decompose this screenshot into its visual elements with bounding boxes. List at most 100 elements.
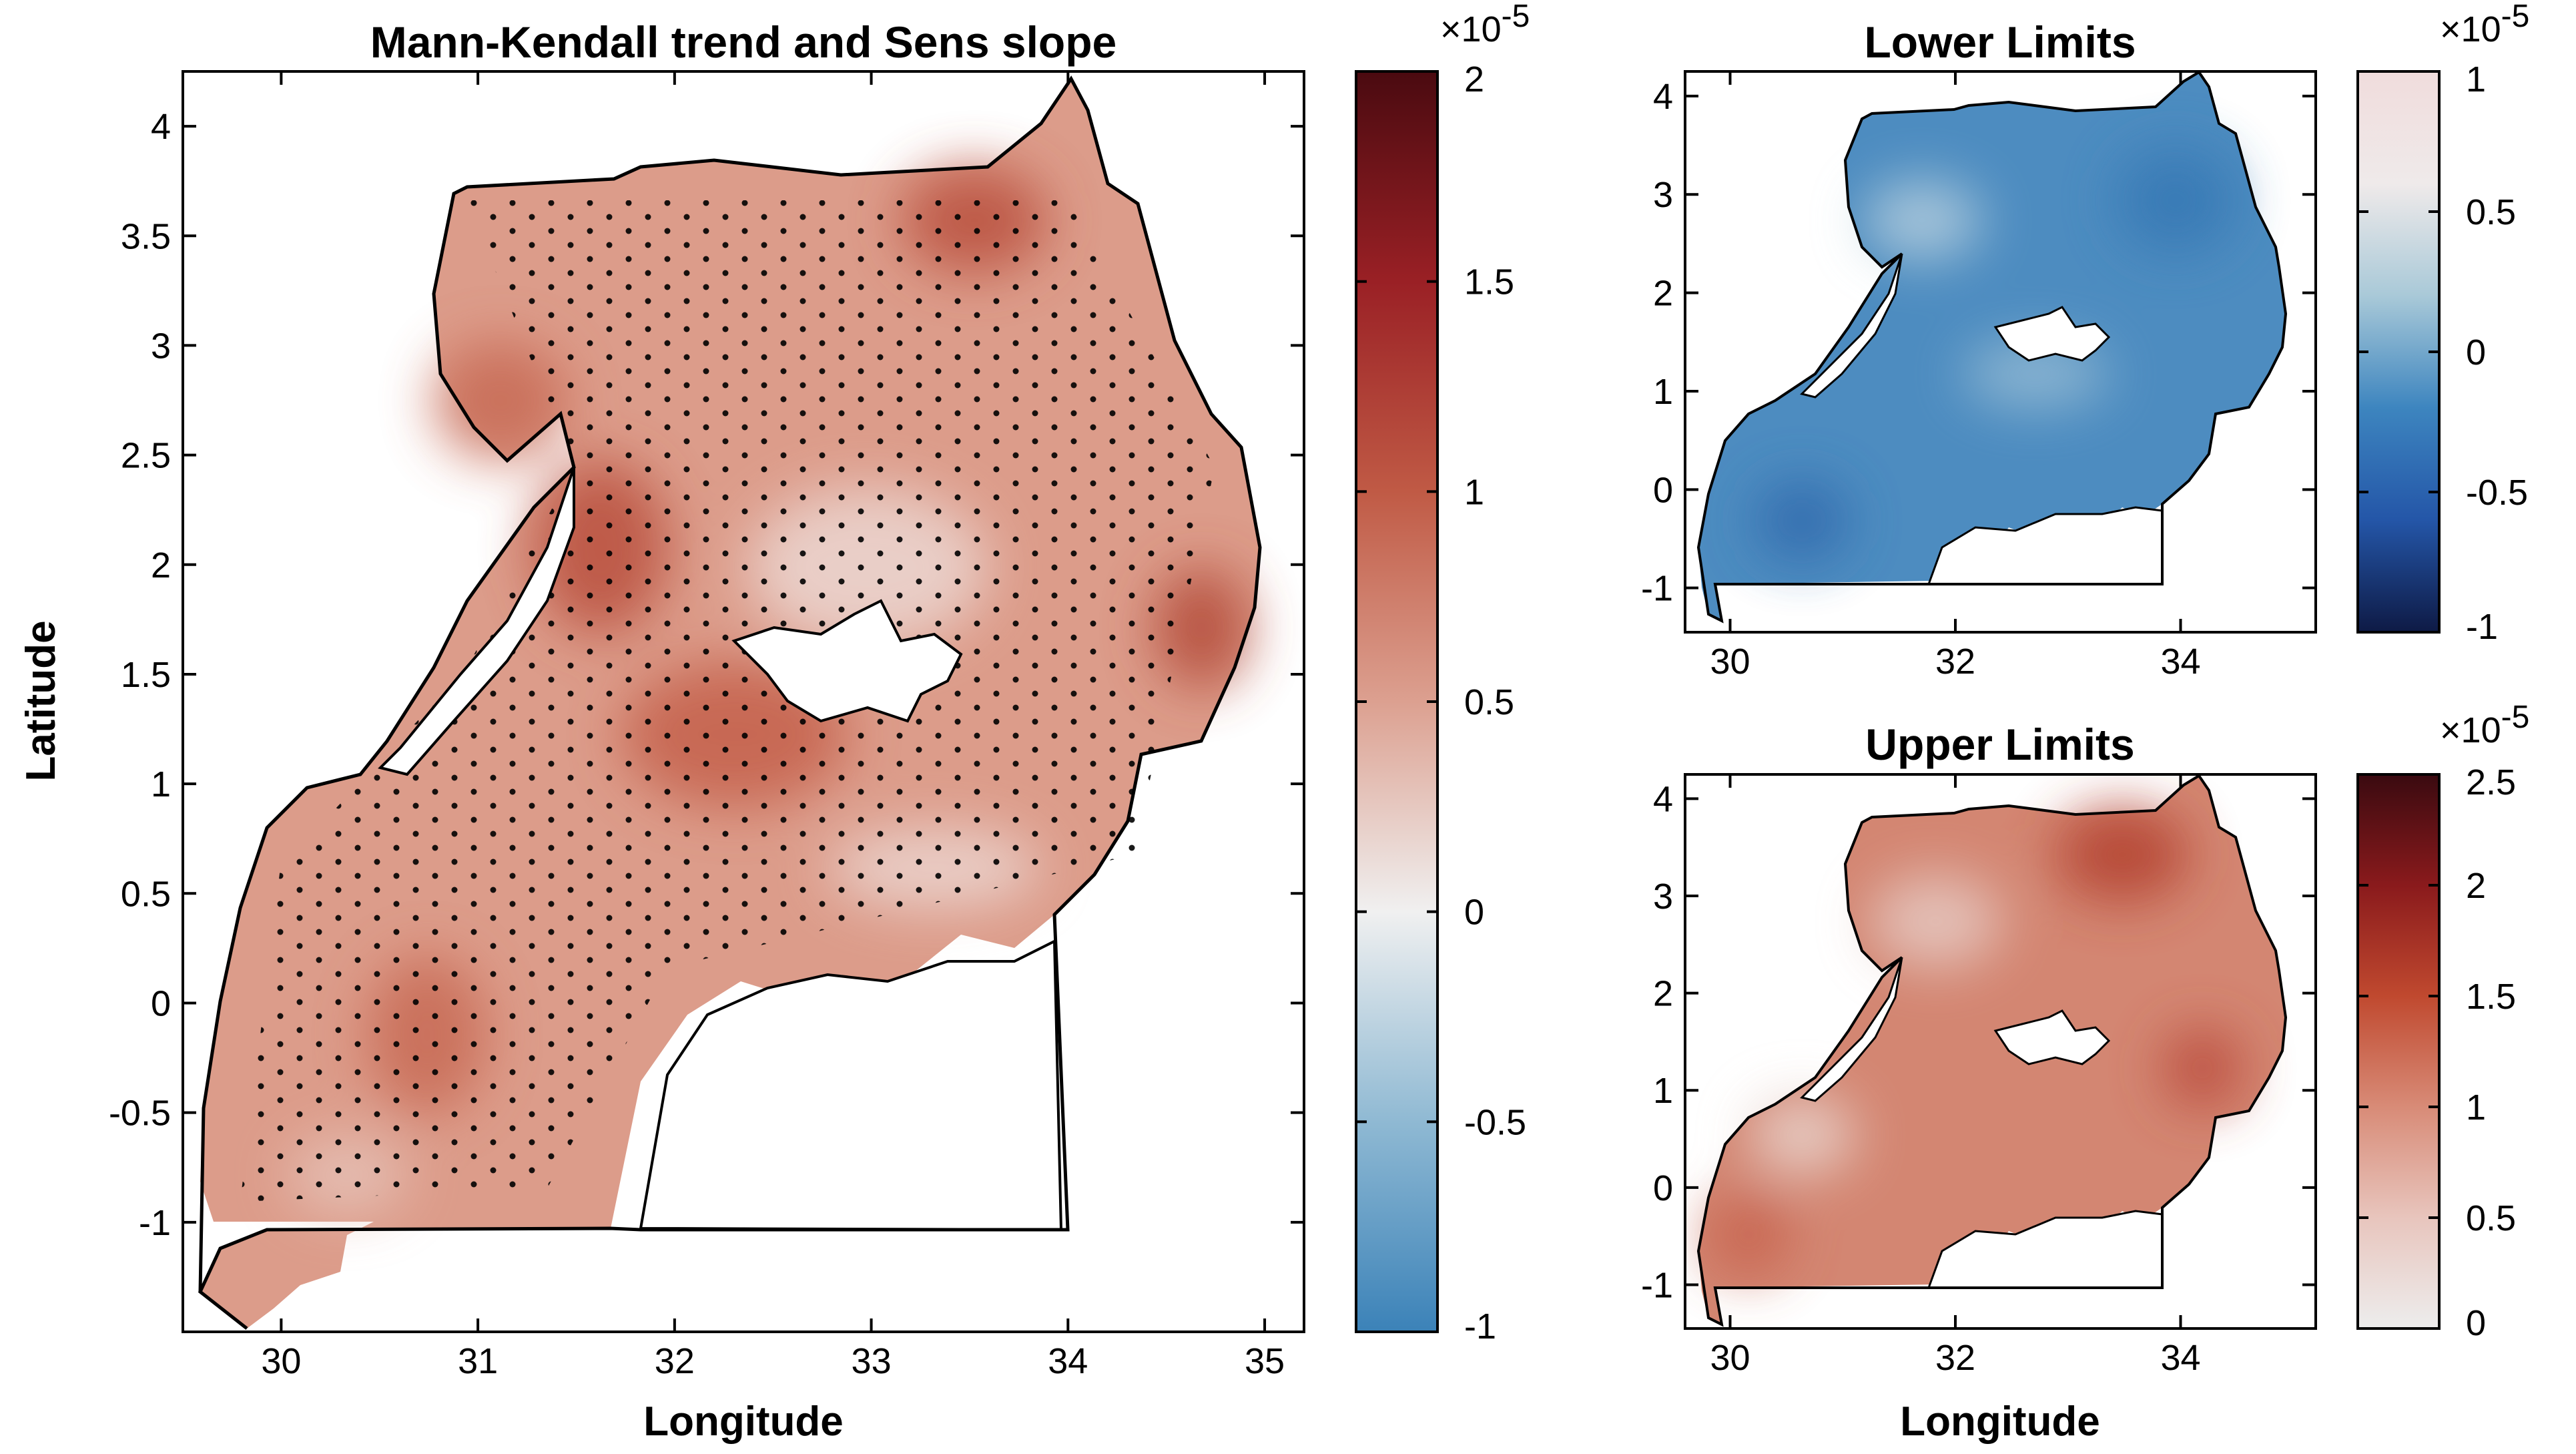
lower-cb-tick-label: 0 xyxy=(2466,332,2486,373)
upper-country-outline xyxy=(1696,774,2288,1327)
main-y-label: Latitude xyxy=(18,620,64,781)
main-cb-tick-label: 0.5 xyxy=(1464,682,1514,722)
main-ytick-label: 2 xyxy=(151,545,171,585)
lower-xtick-label: 34 xyxy=(2160,642,2200,682)
upper-cb-tick-label: 2.5 xyxy=(2466,762,2516,802)
lower-ytick-label: 1 xyxy=(1653,372,1673,412)
main-axes-box xyxy=(182,70,1305,1333)
upper-cb-tick-label: 1.5 xyxy=(2466,977,2516,1017)
main-xtick-label: 30 xyxy=(261,1341,301,1381)
upper-cb-tick-label: 2 xyxy=(2466,866,2486,906)
main-cb-tick-label: 2 xyxy=(1464,59,1484,99)
upper-y-ticks: -1 0 1 2 3 4 xyxy=(1641,779,2316,1305)
upper-colorbar-scale: ×10-5 xyxy=(2440,700,2529,750)
upper-ytick-label: 0 xyxy=(1653,1168,1673,1208)
upper-xtick-label: 32 xyxy=(1935,1338,1975,1378)
lower-colorbar-scale: ×10-5 xyxy=(2440,0,2529,49)
main-ytick-label: 4 xyxy=(151,107,171,147)
lower-country-outline xyxy=(1696,71,2288,624)
lower-title: Lower Limits xyxy=(1864,17,2136,67)
main-title: Mann-Kendall trend and Sens slope xyxy=(370,17,1117,67)
main-cb-tick-label: 1.5 xyxy=(1464,262,1514,302)
upper-cb-tick-label: 1 xyxy=(2466,1087,2486,1128)
lower-cb-tick-label: 1 xyxy=(2466,59,2486,99)
upper-title: Upper Limits xyxy=(1865,720,2134,769)
main-colorbar: -1 -0.5 0 0.5 1 1.5 2 ×10-5 xyxy=(1355,0,1530,1347)
upper-ytick-label: 1 xyxy=(1653,1071,1673,1111)
main-y-ticks: -1 -0.5 0 0.5 1 1.5 2 2.5 3 3.5 4 xyxy=(109,107,1304,1243)
upper-xtick-label: 30 xyxy=(1710,1338,1750,1378)
upper-country-fill xyxy=(1698,776,2286,1324)
main-ytick-label: 1 xyxy=(151,764,171,804)
lower-colorbar-ticks: -1 -0.5 0 0.5 1 xyxy=(2358,59,2528,647)
main-lake-victoria xyxy=(639,939,1063,1232)
main-xtick-label: 32 xyxy=(655,1341,695,1381)
main-x-ticks: 30 31 32 33 34 35 xyxy=(261,71,1285,1381)
main-xtick-label: 31 xyxy=(458,1341,498,1381)
upper-ytick-label: 4 xyxy=(1653,779,1673,819)
lower-ytick-label: 0 xyxy=(1653,470,1673,510)
lower-xtick-label: 32 xyxy=(1935,642,1975,682)
upper-colorbar: 0 0.5 1 1.5 2 2.5 ×10-5 xyxy=(2356,700,2529,1343)
main-xtick-label: 34 xyxy=(1048,1341,1088,1381)
upper-ytick-label: 3 xyxy=(1653,877,1673,917)
main-lake-kyoga xyxy=(731,599,963,723)
lower-cb-tick-label: -1 xyxy=(2466,607,2498,647)
lower-ytick-label: 4 xyxy=(1653,77,1673,117)
main-cb-tick-label: -0.5 xyxy=(1464,1102,1526,1142)
lower-cb-tick-label: 0.5 xyxy=(2466,192,2516,232)
main-ytick-label: -1 xyxy=(139,1203,171,1243)
main-cb-tick-label: 0 xyxy=(1464,893,1484,933)
main-ytick-label: 0 xyxy=(151,983,171,1023)
upper-ytick-label: 2 xyxy=(1653,974,1673,1014)
lower-y-ticks: -1 0 1 2 3 4 xyxy=(1641,77,2316,609)
upper-colorbar-gradient xyxy=(2356,773,2441,1330)
lower-cb-tick-label: -0.5 xyxy=(2466,473,2528,513)
main-chart: Mann-Kendall trend and Sens slope xyxy=(18,17,1305,1445)
main-ytick-label: 3 xyxy=(151,326,171,366)
upper-x-label: Longitude xyxy=(1900,1399,2100,1445)
upper-axes-box xyxy=(1684,773,2317,1330)
lower-ytick-label: -1 xyxy=(1641,569,1673,609)
lower-ytick-label: 2 xyxy=(1653,274,1673,314)
upper-texture xyxy=(1708,808,2242,1275)
main-country-outline xyxy=(198,75,1262,1330)
main-ytick-label: -0.5 xyxy=(109,1094,171,1134)
lower-x-ticks: 30 32 34 xyxy=(1710,71,2201,682)
upper-colorbar-ticks: 0 0.5 1 1.5 2 2.5 xyxy=(2358,762,2516,1343)
upper-map xyxy=(1696,774,2288,1327)
lower-colorbar-gradient xyxy=(2356,70,2441,634)
lower-lake-kyoga xyxy=(1993,306,2111,362)
upper-cb-tick-label: 0 xyxy=(2466,1303,2486,1343)
main-map xyxy=(198,75,1262,1330)
main-ytick-label: 1.5 xyxy=(121,655,171,695)
lower-xtick-label: 30 xyxy=(1710,642,1750,682)
upper-xtick-label: 34 xyxy=(2160,1338,2200,1378)
main-lake-albert xyxy=(378,467,575,776)
main-colorbar-ticks: -1 -0.5 0 0.5 1 1.5 2 xyxy=(1356,59,1526,1347)
main-xtick-label: 33 xyxy=(852,1341,892,1381)
main-ytick-label: 3.5 xyxy=(121,216,171,256)
lower-axes-box xyxy=(1684,70,2317,634)
upper-cb-tick-label: 0.5 xyxy=(2466,1198,2516,1238)
main-ytick-label: 0.5 xyxy=(121,874,171,914)
main-colorbar-scale: ×10-5 xyxy=(1440,0,1530,49)
main-ytick-label: 2.5 xyxy=(121,436,171,476)
upper-x-ticks: 30 32 34 xyxy=(1710,774,2201,1378)
upper-ytick-label: -1 xyxy=(1641,1265,1673,1305)
upper-lake-kyoga xyxy=(1993,1009,2111,1065)
upper-lake-albert xyxy=(1800,957,1903,1102)
main-x-label: Longitude xyxy=(643,1399,844,1445)
lower-colorbar: -1 -0.5 0 0.5 1 ×10-5 xyxy=(2356,0,2529,647)
lower-map xyxy=(1696,71,2288,624)
lower-ytick-label: 3 xyxy=(1653,175,1673,215)
main-colorbar-gradient xyxy=(1355,70,1439,1333)
main-xtick-label: 35 xyxy=(1245,1341,1285,1381)
main-hatch xyxy=(240,200,1215,1202)
main-cb-tick-label: -1 xyxy=(1464,1306,1496,1347)
main-cb-tick-label: 1 xyxy=(1464,472,1484,512)
lower-lake-albert xyxy=(1800,253,1903,399)
